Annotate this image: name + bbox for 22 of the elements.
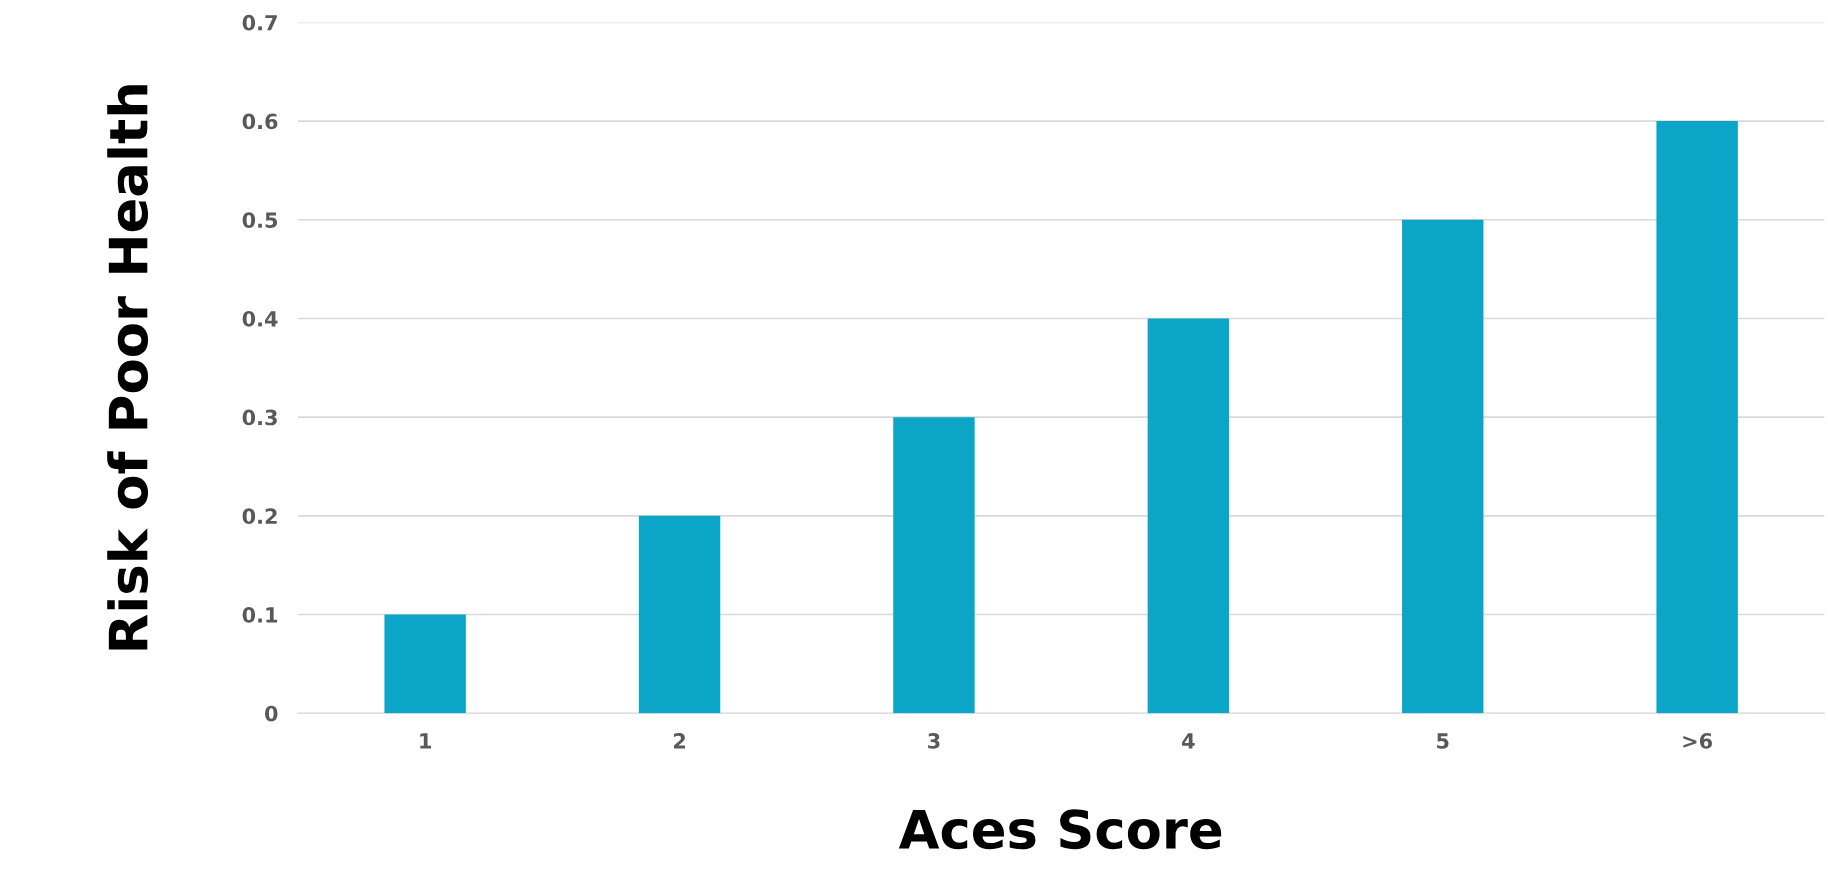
x-axis-title: Aces Score xyxy=(898,809,1222,850)
x-tick-label: 3 xyxy=(928,733,940,749)
y-axis-title: Risk of Poor Health xyxy=(107,85,149,650)
y-tick-label: 0 xyxy=(265,705,278,722)
x-tick-label: 4 xyxy=(1182,733,1195,749)
y-tick-label: 0.3 xyxy=(242,409,277,426)
x-tick-label: 5 xyxy=(1437,733,1449,749)
bar xyxy=(1402,219,1484,714)
bar xyxy=(638,515,721,714)
bar xyxy=(1147,318,1230,714)
x-tick-label: 1 xyxy=(420,733,431,749)
y-tick-label: 0.7 xyxy=(242,14,277,31)
bar xyxy=(893,417,975,714)
y-tick-label: 0.5 xyxy=(242,212,278,228)
bar xyxy=(1656,121,1738,714)
y-tick-label: 0.6 xyxy=(242,113,278,130)
y-tick-label: 0.2 xyxy=(242,508,277,525)
y-tick-label: 0.1 xyxy=(242,606,278,623)
x-tick-label: >6 xyxy=(1683,733,1712,749)
y-tick-label: 0.4 xyxy=(242,310,278,327)
x-tick-label: 2 xyxy=(673,733,685,749)
bar xyxy=(384,614,466,714)
